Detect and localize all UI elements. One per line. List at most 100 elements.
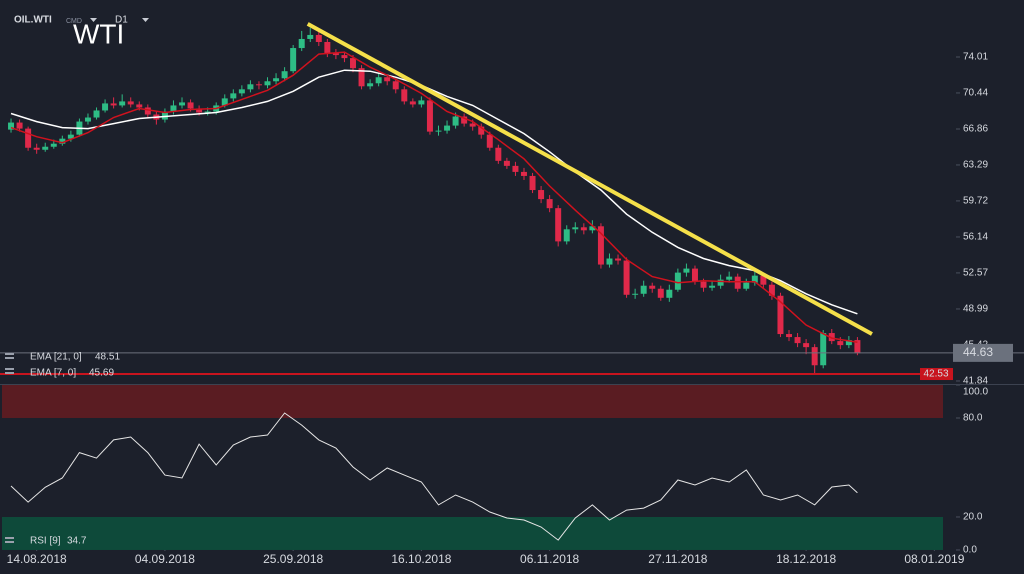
candle-body <box>8 122 15 130</box>
candle-body <box>580 227 587 231</box>
candle-body <box>743 282 750 289</box>
candle-body <box>179 102 186 106</box>
candle-body <box>461 116 468 124</box>
price-box-label: 44.63 <box>963 345 993 359</box>
candle-body <box>435 130 442 132</box>
candle-body <box>324 41 331 54</box>
price-box <box>920 368 953 381</box>
candle-body <box>760 275 767 285</box>
candle-body <box>264 81 271 86</box>
candle-body <box>768 284 775 296</box>
price-box-label: 42.53 <box>923 369 948 380</box>
legend-label: EMA [7, 0] <box>30 368 76 379</box>
candle-body <box>555 208 562 242</box>
candle-body <box>632 293 639 295</box>
candle-body <box>401 89 408 102</box>
symbol[interactable]: OIL.WTI <box>14 15 52 26</box>
candle-body <box>777 295 784 335</box>
candle-body <box>341 55 348 59</box>
market[interactable]: CMD <box>66 18 82 25</box>
price-box <box>953 343 1013 362</box>
candle-body <box>717 279 724 286</box>
candle-body <box>375 77 382 84</box>
candle-body <box>786 334 793 338</box>
candle-body <box>700 281 707 288</box>
candle-body <box>572 227 579 230</box>
y-tick-label: 74.01 <box>963 52 988 63</box>
candle-body <box>520 171 527 176</box>
candle-body <box>811 347 818 366</box>
candle-body <box>820 333 827 366</box>
candle-body <box>854 340 861 354</box>
legend-value: 45.69 <box>89 368 114 379</box>
candle-body <box>33 147 40 150</box>
legend: EMA [21, 0] 48.51 EMA [7, 0] 45.69 RSI [9] 34… <box>30 352 120 547</box>
trendline <box>306 22 873 336</box>
y-tick-label: 56.14 <box>963 232 988 243</box>
y-tick-label: 59.72 <box>963 196 988 207</box>
candle-body <box>649 285 656 289</box>
y-tick-label: 63.29 <box>963 160 988 171</box>
candle-body <box>828 333 835 342</box>
y-tick-label: 0.0 <box>963 545 977 556</box>
candle-body <box>657 288 664 298</box>
ema-line <box>10 51 858 343</box>
candle-body <box>469 123 476 127</box>
y-tick-label: 52.57 <box>963 268 988 279</box>
candle-body <box>255 84 262 86</box>
candle-body <box>161 111 168 120</box>
candle-body <box>589 226 596 231</box>
candle-body <box>238 89 245 94</box>
legend-label: RSI [9] <box>30 536 61 547</box>
candle-body <box>67 134 74 139</box>
candle-body <box>529 175 536 191</box>
candle-body <box>623 260 630 295</box>
candle-body <box>187 102 194 109</box>
candle-body <box>486 134 493 148</box>
rsi-band <box>2 384 943 418</box>
candle-body <box>512 165 519 172</box>
legend-icons[interactable] <box>5 353 14 543</box>
candle-body <box>298 38 305 49</box>
candle-body <box>110 103 117 106</box>
candle-body <box>734 276 741 289</box>
y-tick-label: 70.44 <box>963 88 988 99</box>
candle-body <box>350 58 356 69</box>
plot-area: 74.01 70.44 66.86 63.29 59.72 56.14 52.57 48.99… <box>0 22 1024 566</box>
timeframe[interactable]: D1 <box>115 15 128 26</box>
x-tick-label: 04.09.2018 <box>135 552 195 566</box>
candle-body <box>503 160 510 166</box>
candle-body <box>204 111 211 113</box>
candle-body <box>606 258 613 265</box>
y-tick-label: 66.86 <box>963 124 988 135</box>
candle-body <box>674 272 681 290</box>
candle-body <box>418 100 425 105</box>
candle-body <box>546 199 553 209</box>
y-tick-label: 20.0 <box>963 512 983 523</box>
candle-body <box>230 93 237 99</box>
candle-body <box>794 337 801 344</box>
candle-body <box>384 77 391 82</box>
legend-value: 48.51 <box>95 352 120 363</box>
candle-body <box>709 285 716 288</box>
ema-line <box>10 69 858 315</box>
candle-body <box>452 116 459 126</box>
dropdown-arrow[interactable] <box>142 18 149 22</box>
candle-body <box>127 101 134 105</box>
dropdown-arrow[interactable] <box>90 18 97 22</box>
candle-body <box>102 103 109 111</box>
candle-body <box>683 268 690 273</box>
candle-body <box>84 117 91 122</box>
candle-body <box>803 343 810 348</box>
candle-body <box>332 53 339 56</box>
candle-body <box>273 78 280 82</box>
x-tick-label: 06.11.2018 <box>520 552 579 566</box>
candle-body <box>837 341 844 346</box>
candle-body <box>444 125 451 131</box>
candle-body <box>281 71 288 79</box>
x-tick-label: 08.01.2019 <box>904 552 964 566</box>
y-tick-label: 41.84 <box>963 376 988 387</box>
candle-body <box>358 68 365 87</box>
candle-body <box>845 340 852 346</box>
